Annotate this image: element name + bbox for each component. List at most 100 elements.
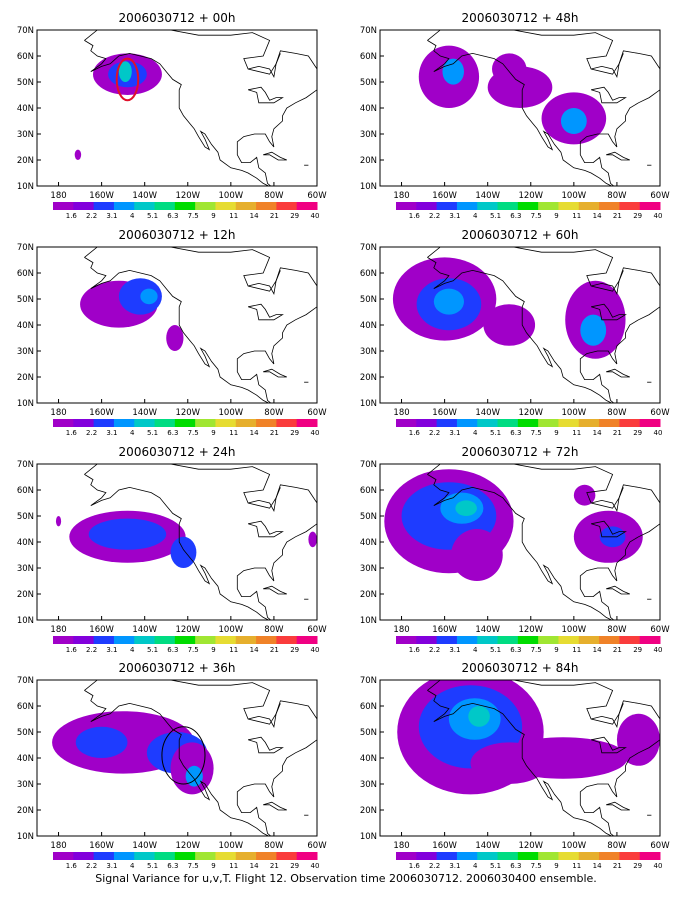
colorbar-swatch: [639, 419, 661, 427]
lat-tick-label: 70N: [360, 243, 377, 253]
lon-tick-label: 180: [50, 191, 66, 201]
colorbar-label: 3.1: [106, 646, 117, 654]
lon-tick-label: 160W: [432, 841, 457, 851]
colorbar-label: 2.2: [86, 646, 97, 654]
coastline: [263, 585, 287, 595]
colorbar-swatch: [558, 419, 580, 427]
coastline: [659, 690, 660, 691]
colorbar-swatch: [456, 419, 478, 427]
lon-tick-label: 80W: [607, 191, 627, 201]
colorbar-swatch: [195, 202, 216, 210]
panel-title: 2006030712 + 48h: [462, 11, 579, 25]
colorbar-swatch: [53, 636, 74, 644]
colorbar-label: 9: [554, 646, 558, 654]
colorbar-label: 14: [250, 212, 259, 220]
colorbar-label: 2.2: [429, 212, 440, 220]
flight-region-contour: [115, 57, 140, 102]
colorbar-swatch: [215, 852, 237, 860]
colorbar-swatch: [396, 636, 417, 644]
colorbar-label: 9: [211, 862, 215, 870]
colorbar-label: 40: [654, 646, 663, 654]
colorbar-label: 11: [229, 646, 238, 654]
lon-tick-label: 140W: [475, 408, 500, 418]
colorbar-swatch: [215, 419, 237, 427]
colorbar-label: 29: [290, 862, 299, 870]
colorbar-swatch: [578, 419, 600, 427]
map-panel: 2006030712 + 84h 70N 60N 50N 40N 30N 20N 10N 180…: [360, 661, 670, 870]
coastline: [606, 368, 630, 378]
map-panel: 2006030712 + 00h 70N 60N 50N 40N 30N 20N 10N 180…: [17, 11, 327, 220]
colorbar-label: 4: [473, 646, 478, 654]
lat-tick-label: 30N: [360, 347, 377, 357]
coastline: [427, 464, 660, 620]
lat-tick-label: 60N: [360, 269, 377, 279]
colorbar-label: 9: [554, 862, 558, 870]
lon-tick-label: 60W: [307, 408, 327, 418]
variance-region: [118, 61, 132, 82]
colorbar-swatch: [134, 636, 156, 644]
lon-tick-label: 100W: [219, 625, 244, 635]
map-panel: 2006030712 + 60h 70N 60N 50N 40N 30N 20N 10N 180…: [360, 228, 670, 437]
lat-tick-label: 70N: [17, 26, 34, 36]
colorbar-label: 3.1: [449, 862, 460, 870]
colorbar-label: 6.3: [510, 862, 521, 870]
lat-tick-label: 50N: [360, 78, 377, 88]
coastline: [591, 703, 624, 728]
colorbar-swatch: [93, 202, 115, 210]
colorbar-swatch: [517, 419, 539, 427]
lat-tick-label: 10N: [360, 182, 377, 192]
map-panel: 2006030712 + 12h 70N 60N 50N 40N 30N 20N 10N 180…: [17, 228, 327, 437]
colorbar-swatch: [154, 636, 176, 644]
colorbar-label: 14: [593, 429, 602, 437]
lon-tick-label: 180: [50, 408, 66, 418]
colorbar-label: 1.6: [409, 862, 421, 870]
colorbar-swatch: [73, 636, 95, 644]
colorbar-label: 2.2: [429, 862, 440, 870]
lat-tick-label: 40N: [17, 321, 34, 331]
coastline: [590, 86, 627, 104]
colorbar-label: 4: [130, 646, 135, 654]
colorbar-swatch: [456, 636, 478, 644]
colorbar-label: 7.5: [531, 646, 542, 654]
colorbar-swatch: [578, 202, 600, 210]
lon-tick-label: 80W: [607, 625, 627, 635]
colorbar-label: 5.1: [147, 429, 158, 437]
colorbar-swatch: [195, 419, 216, 427]
colorbar-swatch: [639, 636, 661, 644]
colorbar-swatch: [276, 202, 298, 210]
colorbar-swatch: [134, 202, 156, 210]
lon-tick-label: 60W: [307, 625, 327, 635]
colorbar-swatch: [215, 636, 237, 644]
coastline: [427, 30, 660, 186]
lon-tick-label: 100W: [219, 191, 244, 201]
panel-title: 2006030712 + 84h: [462, 661, 579, 675]
panel-title: 2006030712 + 72h: [462, 445, 579, 459]
colorbar-label: 5.1: [147, 646, 158, 654]
colorbar-label: 5.1: [490, 429, 501, 437]
map-panel: 2006030712 + 72h 70N 60N 50N 40N 30N 20N 10N 180…: [360, 445, 670, 654]
coastline: [316, 690, 317, 691]
lon-tick-label: 140W: [132, 625, 157, 635]
coastline: [247, 736, 284, 754]
lon-tick-label: 140W: [132, 191, 157, 201]
lat-tick-label: 70N: [17, 243, 34, 253]
coastline: [590, 736, 627, 754]
lat-tick-label: 20N: [360, 806, 377, 816]
colorbar-label: 21: [613, 212, 622, 220]
lat-tick-label: 30N: [17, 780, 34, 790]
colorbar-swatch: [73, 202, 95, 210]
coastline: [591, 53, 624, 78]
colorbar-swatch: [296, 419, 318, 427]
variance-region: [455, 500, 477, 516]
variance-region: [118, 278, 162, 315]
colorbar-label: 7.5: [188, 862, 199, 870]
lat-tick-label: 50N: [360, 512, 377, 522]
colorbar-swatch: [195, 852, 216, 860]
figure-caption: Signal Variance for u,v,T. Flight 12. Ob…: [95, 872, 597, 885]
lat-tick-label: 40N: [360, 104, 377, 114]
lon-tick-label: 100W: [219, 841, 244, 851]
lon-tick-label: 140W: [132, 408, 157, 418]
colorbar-label: 40: [654, 429, 663, 437]
lon-tick-label: 80W: [264, 191, 284, 201]
colorbar-swatch: [174, 202, 196, 210]
